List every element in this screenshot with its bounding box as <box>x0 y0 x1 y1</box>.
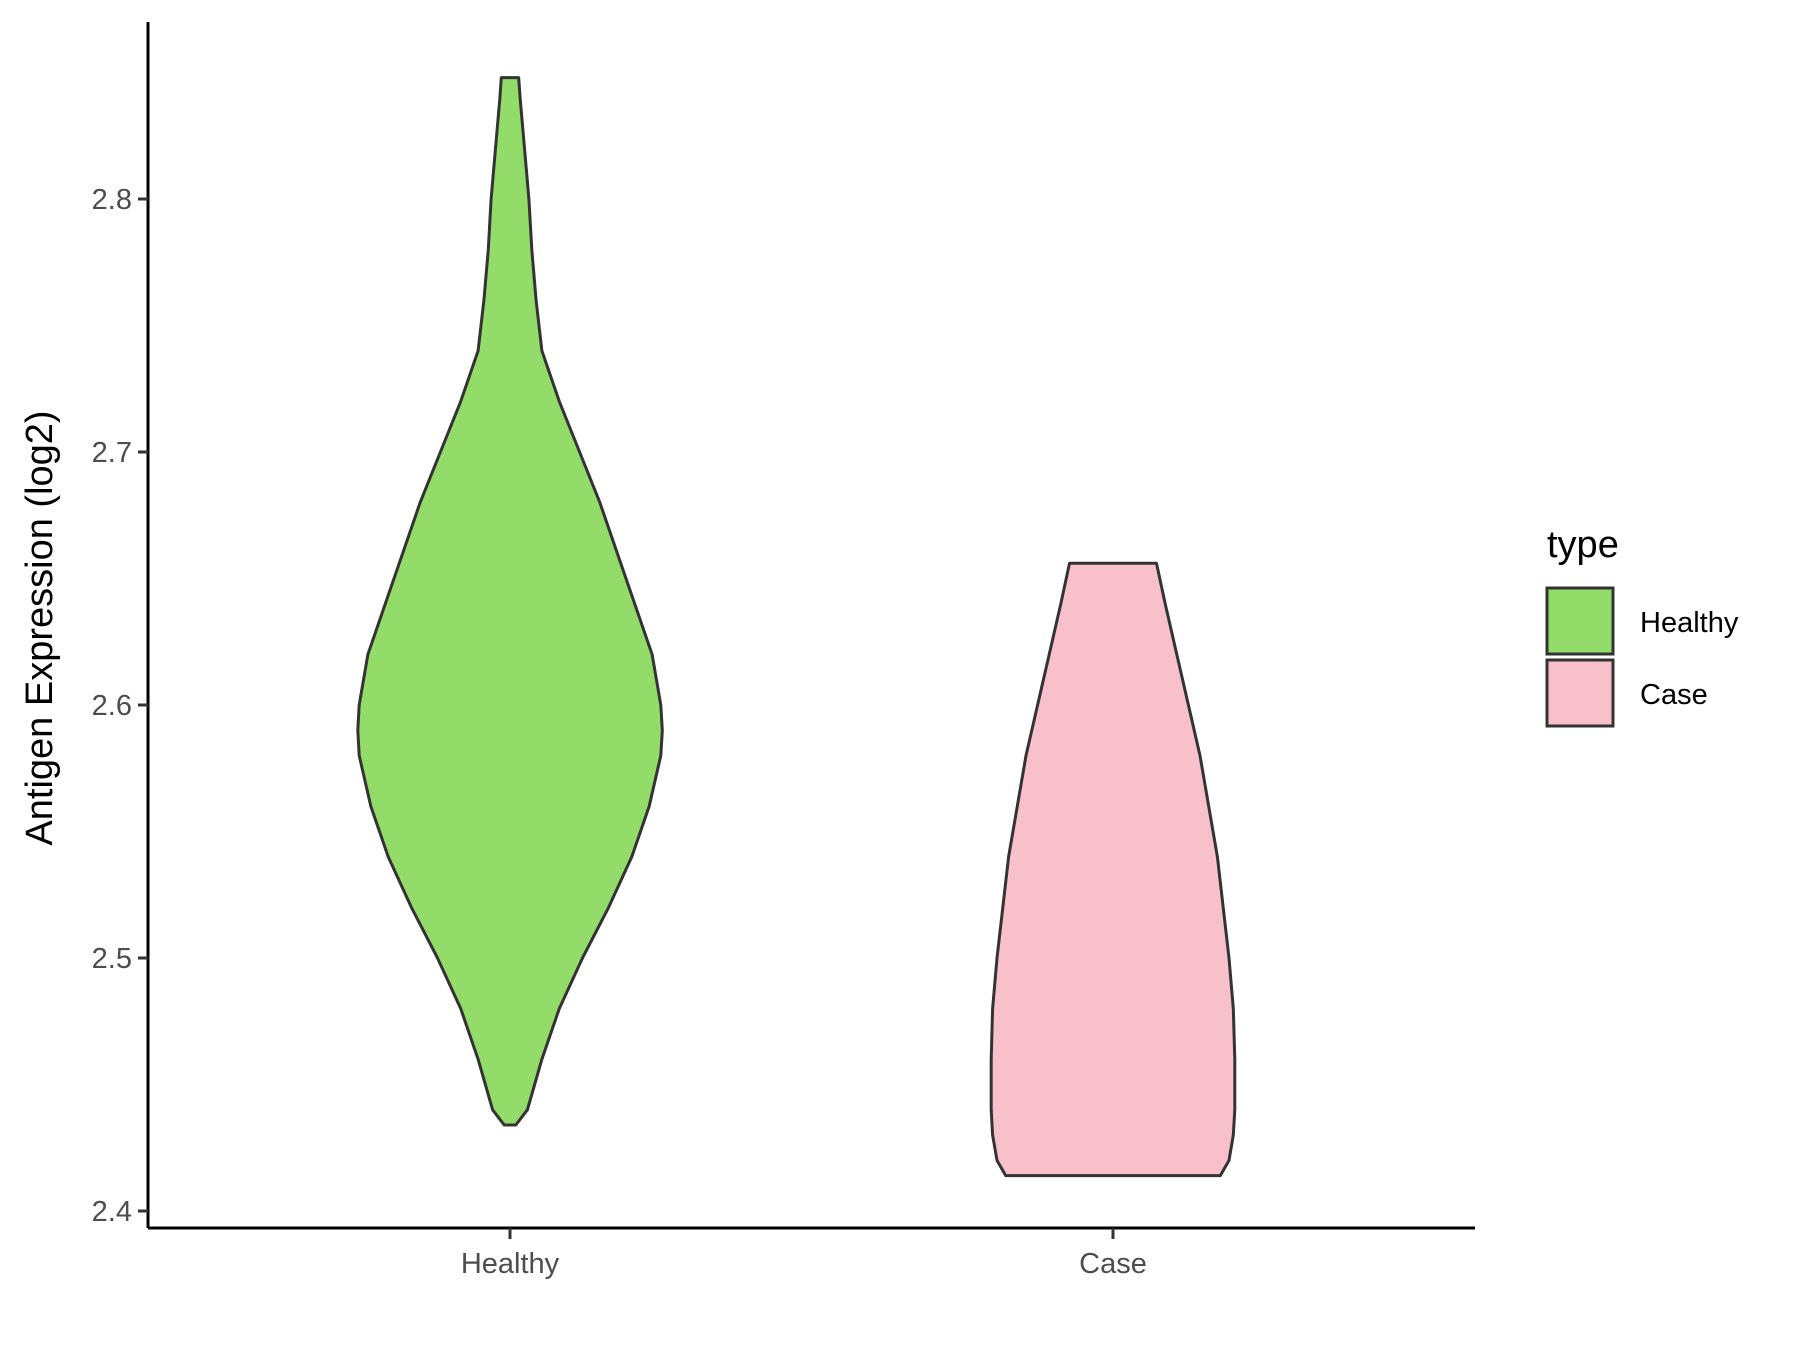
plot-area <box>356 76 1237 1178</box>
violin-case <box>989 561 1237 1178</box>
y-tick-label-2.7: 2.7 <box>92 437 132 469</box>
legend: type Healthy Case <box>1545 524 1739 728</box>
legend-key-case <box>1545 658 1615 728</box>
y-tick-label-2.5: 2.5 <box>92 943 132 975</box>
y-tick-label-2.8: 2.8 <box>92 184 132 216</box>
legend-key-healthy <box>1545 586 1615 656</box>
violin-healthy <box>356 76 664 1127</box>
legend-label-case: Case <box>1640 679 1708 711</box>
x-tick-label-case: Case <box>1079 1248 1147 1280</box>
x-tick-label-healthy: Healthy <box>461 1248 560 1280</box>
y-tick-label-2.4: 2.4 <box>92 1196 132 1228</box>
legend-title: type <box>1547 524 1619 566</box>
x-axis: Healthy Case <box>148 1226 1475 1280</box>
legend-label-healthy: Healthy <box>1640 607 1739 639</box>
y-axis: 2.4 2.5 2.6 2.7 2.8 <box>92 22 150 1228</box>
y-axis-title: Antigen Expression (log2) <box>19 410 61 845</box>
y-tick-label-2.6: 2.6 <box>92 690 132 722</box>
